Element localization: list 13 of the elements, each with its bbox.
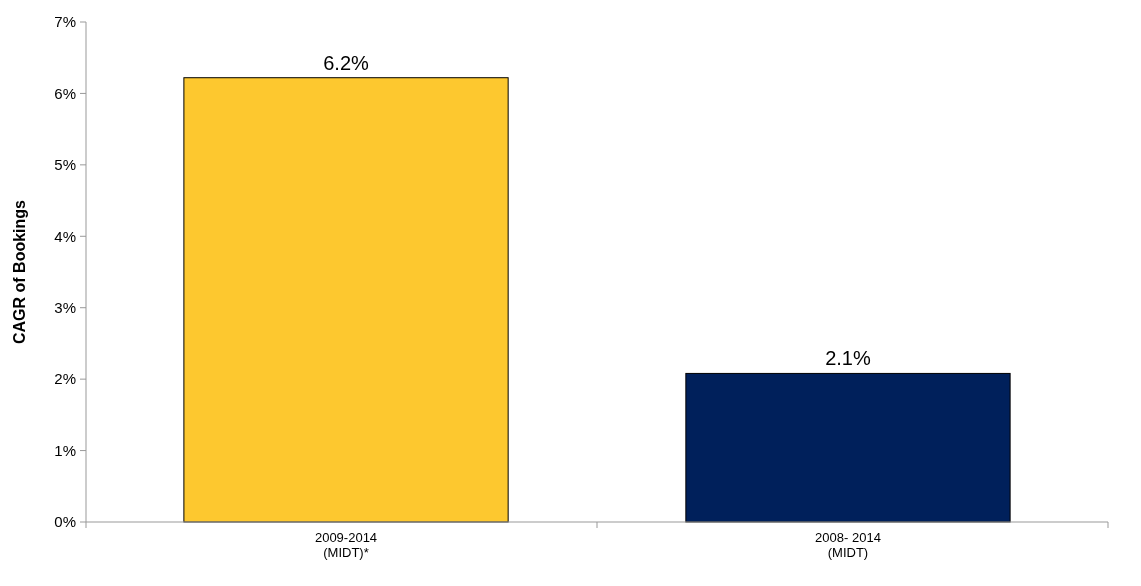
y-tick-label: 0% <box>54 513 76 531</box>
y-tick-label: 5% <box>54 156 76 174</box>
y-axis-title: CAGR of Bookings <box>11 199 28 344</box>
y-tick-label: 2% <box>54 370 76 388</box>
y-tick-label: 3% <box>54 298 76 316</box>
data-label: 2.1% <box>825 347 871 370</box>
y-tick-label: 4% <box>54 227 76 245</box>
y-tick-label: 1% <box>54 441 76 459</box>
data-label: 6.2% <box>323 51 370 74</box>
y-tick-label: 7% <box>54 13 76 31</box>
x-tick-label: 2008- 2014 (MIDT) <box>815 530 881 560</box>
x-tick-label: 2009-2014 (MIDT)* <box>314 530 378 560</box>
y-tick-label: 6% <box>54 84 76 102</box>
